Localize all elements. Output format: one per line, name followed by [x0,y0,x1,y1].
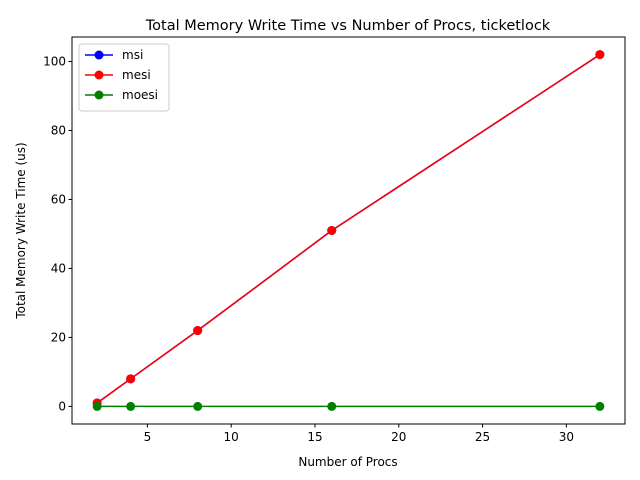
series-layer [92,50,605,411]
y-tick-label: 0 [58,399,66,413]
legend-label-mesi: mesi [122,68,151,82]
data-point-mesi [126,374,136,384]
data-point-mesi [193,326,203,336]
series-line-msi [96,53,601,404]
legend-marker-msi [94,50,104,60]
data-point-moesi [126,401,136,411]
x-tick-label: 30 [559,430,574,444]
y-tick-label: 40 [51,261,66,275]
y-tick-label: 20 [51,330,66,344]
data-point-moesi [327,401,337,411]
legend-marker-moesi [94,90,104,100]
data-point-moesi [193,401,203,411]
y-tick-label: 80 [51,123,66,137]
x-tick-label: 15 [307,430,322,444]
y-tick-label: 100 [43,54,66,68]
y-axis: 0 20 40 60 80 100 [43,54,72,413]
x-tick-label: 10 [224,430,239,444]
y-tick-label: 60 [51,192,66,206]
plot-frame [71,36,626,425]
x-axis: 5 10 15 20 25 30 [144,424,574,444]
series-line-mesi [96,53,601,404]
x-tick-label: 20 [391,430,406,444]
data-point-moesi [595,401,605,411]
data-point-moesi [92,401,102,411]
chart-title: Total Memory Write Time vs Number of Pro… [145,18,551,34]
legend-marker-mesi [94,70,104,80]
legend: msi mesi moesi [78,43,170,112]
x-tick-label: 25 [475,430,490,444]
data-point-mesi [595,50,605,60]
x-axis-label: Number of Procs [298,455,397,469]
legend-label-moesi: moesi [122,88,158,102]
y-axis-label: Total Memory Write Time (us) [14,142,28,319]
x-tick-label: 5 [144,430,152,444]
data-point-mesi [327,226,337,235]
legend-label-msi: msi [122,48,143,62]
